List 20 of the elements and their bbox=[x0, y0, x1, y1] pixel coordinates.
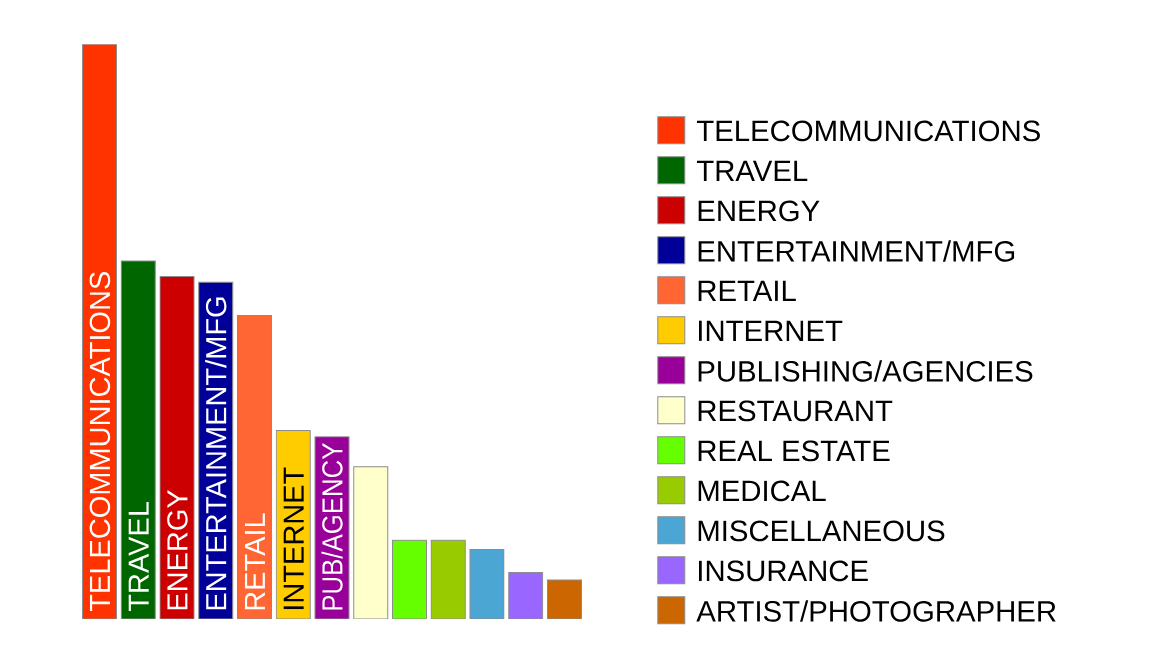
legend-label: ENTERTAINMENT/MFG bbox=[698, 240, 1015, 262]
x-tick-label: ENTERTAINMENT/MFG bbox=[205, 297, 227, 610]
legend-label: MISCELLANEOUS bbox=[698, 520, 945, 542]
legend-label: ARTIST/PHOTOGRAPHER bbox=[696, 600, 1056, 622]
x-tick-label: TELECOMMUNICATIONS bbox=[89, 272, 111, 612]
legend-label: INSURANCE bbox=[698, 560, 868, 582]
x-tick-label: RETAIL bbox=[244, 513, 265, 610]
x-tick-label: PUB/AGENCY bbox=[321, 443, 343, 610]
legend-label: TRAVEL bbox=[696, 160, 808, 181]
x-tick-label: INTERNET bbox=[283, 467, 304, 610]
legend-label: MEDICAL bbox=[698, 480, 826, 502]
legend-label: INTERNET bbox=[698, 320, 843, 341]
legend-label: TELECOMMUNICATIONS bbox=[696, 120, 1040, 142]
legend-label: REAL ESTATE bbox=[698, 440, 890, 462]
legend-label: ENERGY bbox=[698, 200, 820, 222]
legend-label: PUBLISHING/AGENCIES bbox=[698, 360, 1033, 382]
x-tick-label: ENERGY bbox=[167, 489, 188, 610]
legend-label: RETAIL bbox=[698, 280, 796, 301]
legend-label: RESTAURANT bbox=[698, 400, 893, 422]
x-tick-label: TRAVEL bbox=[128, 502, 149, 612]
